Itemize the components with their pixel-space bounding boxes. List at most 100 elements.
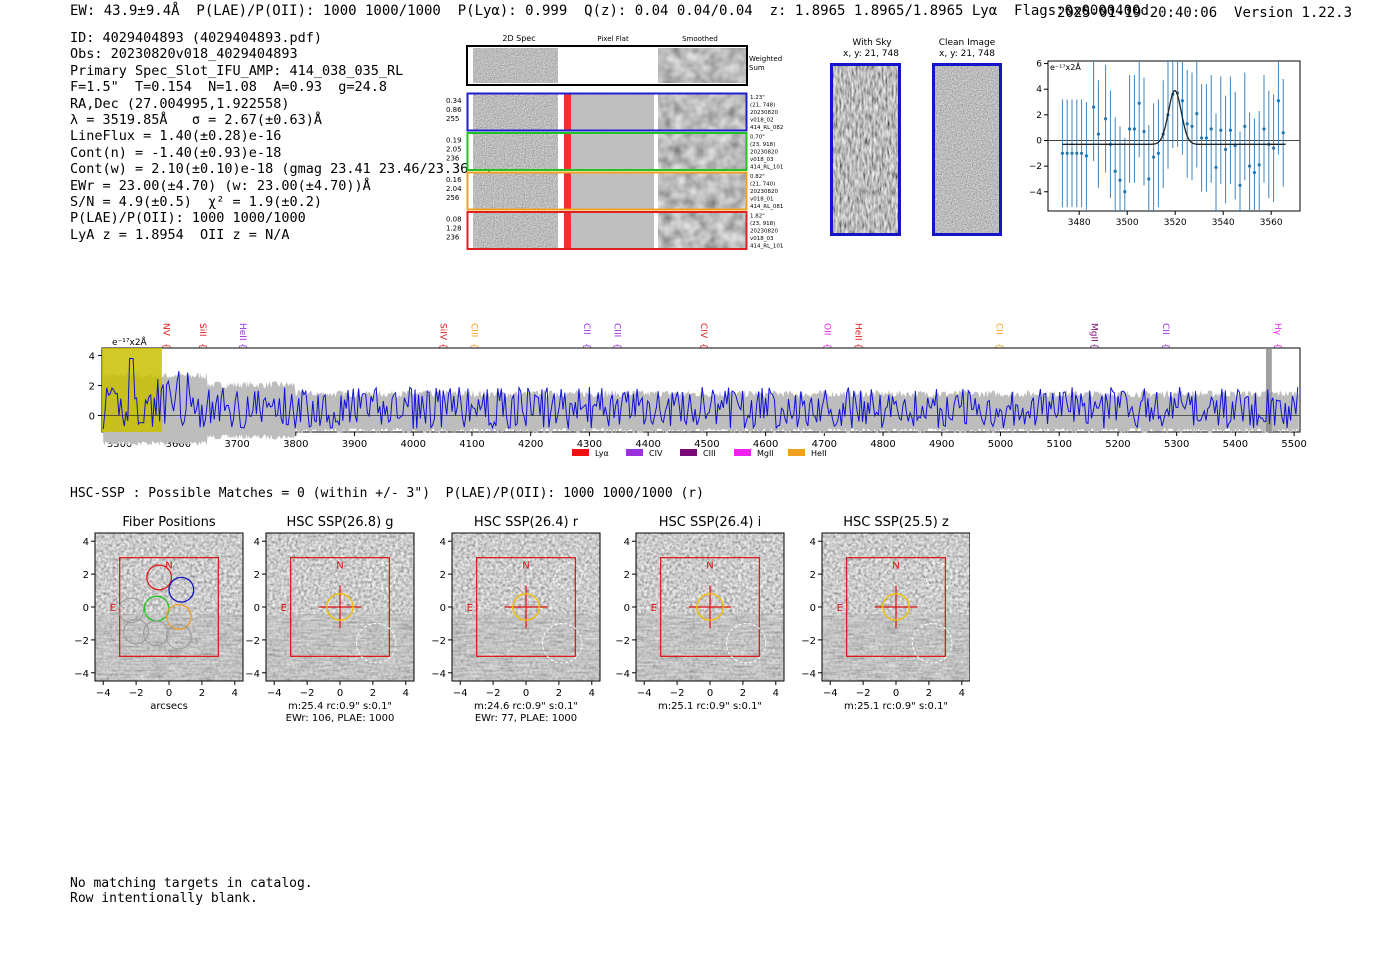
- line-fit-chart: e⁻¹⁷x2Å 3480 3500 3520 3540 3560 6 4 2 0 −2 −4: [1030, 60, 1301, 228]
- hsc-ytick-label: 2: [440, 570, 446, 581]
- info-contn: Cont(n) = -1.40(±0.93)e-18: [70, 144, 282, 161]
- hsc-xtick-label: −4: [96, 688, 111, 699]
- line-fit-point: [1084, 154, 1088, 158]
- row-1-val-2: 236: [446, 155, 460, 163]
- line-fit-ytick-label: 0: [1036, 136, 1042, 146]
- legend-label-civ: CIV: [649, 449, 663, 458]
- line-fit-point: [1272, 146, 1276, 150]
- line-label-civ: CIV: [698, 323, 708, 339]
- line-label-cii: CII: [993, 323, 1003, 335]
- clean-image: [934, 65, 1000, 234]
- clean-frame: [932, 63, 1002, 236]
- line-fit-ytick-label: −2: [1030, 162, 1042, 172]
- line-fit-point: [1070, 151, 1074, 155]
- row-2-2dspec: [473, 173, 558, 209]
- hsc-xtick-label: 2: [199, 688, 205, 699]
- hsc-ytick-label: 4: [254, 537, 260, 548]
- row-0-divider: [654, 94, 657, 130]
- compass-north: N: [336, 561, 343, 572]
- col-label-smoothed: Smoothed: [682, 35, 718, 43]
- line-label-heii: HeII: [853, 323, 863, 341]
- hsc-panels: Fiber Positions N E 4 2 0 −2 −4 −4 −2 0 2 4 arcsecs HS…: [74, 515, 970, 724]
- spectrum-xtick-label: 4300: [577, 439, 602, 450]
- row-2-frame: [466, 171, 748, 211]
- line-marker: {: [821, 343, 831, 349]
- line-marker: {: [581, 343, 591, 349]
- info-fiber: F=1.5" T=0.154 N=1.08 A=0.93 g=24.8: [70, 79, 387, 96]
- compass-north: N: [706, 561, 713, 572]
- hsc-ytick-label: 2: [624, 570, 630, 581]
- hsc-xtick-label: 4: [959, 688, 965, 699]
- line-marker: {: [237, 343, 247, 349]
- spectrum-xtick-label: 4100: [459, 439, 484, 450]
- hsc-panel-0: Fiber Positions N E 4 2 0 −2 −4 −4 −2 0 2 4 arcsecs: [74, 515, 244, 712]
- line-fit-point: [1276, 99, 1280, 103]
- line-label-siiv: SiIV: [437, 323, 447, 341]
- hsc-ytick-label: −4: [245, 669, 260, 680]
- row-1-val-1: 2.05: [446, 146, 462, 154]
- line-label-hγ: Hγ: [1272, 323, 1282, 336]
- row-0-meta-3: v018_02: [750, 118, 774, 124]
- hsc-xtick-label: 4: [773, 688, 779, 699]
- line-fit-ytick-label: 6: [1036, 60, 1042, 70]
- row-3-meta-0: 1.82": [750, 214, 765, 220]
- row-0-meta-2: 20230820: [750, 110, 778, 116]
- hsc-panel-title: HSC SSP(26.4) r: [474, 515, 579, 530]
- spectrum-ytick-label: 2: [89, 382, 95, 393]
- line-marker: {: [1160, 343, 1170, 349]
- sky-clean-images: [830, 63, 1002, 236]
- line-fit-point: [1080, 151, 1084, 155]
- info-primary: Primary Spec_Slot_IFU_AMP: 414_038_035_R…: [70, 62, 404, 79]
- hsc-ytick-label: 0: [254, 603, 260, 614]
- clean-coords: x, y: 21, 748: [939, 49, 995, 59]
- hsc-xtick-label: −2: [486, 688, 501, 699]
- spectrum-xtick-label: 3800: [283, 439, 308, 450]
- hsc-ytick-label: −2: [245, 636, 260, 647]
- info-radec: RA,Dec (27.004995,1.922558): [70, 95, 290, 112]
- hsc-caption-1: m:25.4 rc:0.9" s:0.1": [288, 701, 392, 712]
- sum-label: Sum: [749, 64, 765, 72]
- line-fit-point: [1224, 147, 1228, 152]
- aperture-circle: [696, 593, 724, 621]
- hgamma-region: [1265, 348, 1272, 432]
- line-fit-point: [1118, 178, 1122, 182]
- row-3-2dspec: [473, 212, 558, 249]
- legend-swatch-ciii: [680, 449, 697, 456]
- row-0-flat-bar: [564, 94, 571, 130]
- line-label-cii: CII: [1160, 323, 1170, 335]
- hsc-ytick-label: −2: [615, 636, 630, 647]
- spectrum-xtick-label: 4700: [812, 439, 837, 450]
- hsc-caption-2: EWr: 77, PLAE: 1000: [475, 713, 577, 724]
- line-fit-point: [1104, 117, 1108, 121]
- row-2-val-0: 0.16: [446, 176, 462, 184]
- info-lyaz: LyA z = 1.8954 OII z = N/A: [70, 226, 290, 243]
- line-fit-point: [1156, 151, 1160, 155]
- neighbor-ellipse: [725, 622, 767, 664]
- row-0-val-0: 0.34: [446, 97, 462, 105]
- hsc-ytick-label: 4: [83, 537, 89, 548]
- row-1-meta-3: v018_03: [750, 157, 774, 163]
- spectrum-xtick-label: 5300: [1164, 439, 1189, 450]
- hsc-xtick-label: 0: [523, 688, 529, 699]
- neighbor-ellipse: [355, 622, 397, 664]
- line-marker: {: [197, 343, 207, 349]
- hsc-xtick-label: 2: [370, 688, 376, 699]
- row-1-pixelflat: [564, 133, 656, 170]
- line-fit-point: [1238, 183, 1242, 187]
- footer-line-2: Row intentionally blank.: [70, 891, 258, 906]
- row-3-flat-bar: [564, 212, 571, 249]
- info-contw: Cont(w) = 2.10(±0.10)e-18 (gmag 23.41 23…: [70, 161, 493, 178]
- row-3-smoothed: [658, 212, 746, 249]
- spectra-cutouts: 2D Spec Pixel Flat Smoothed Weighted Sum…: [446, 34, 783, 250]
- hsc-xtick-label: −4: [267, 688, 282, 699]
- row-3-meta-1: (23, 918): [750, 221, 775, 227]
- line-fit-point: [1152, 155, 1156, 159]
- hsc-ytick-label: 4: [810, 537, 816, 548]
- hsc-xtick-label: 4: [403, 688, 409, 699]
- hsc-caption-1: m:24.6 rc:0.9" s:0.1": [474, 701, 578, 712]
- line-label-mgii: MgII: [1089, 323, 1099, 342]
- spectrum-xtick-label: 3900: [342, 439, 367, 450]
- hsc-xtick-label: −4: [637, 688, 652, 699]
- line-marker: {: [853, 343, 863, 349]
- line-marker: {: [468, 343, 478, 349]
